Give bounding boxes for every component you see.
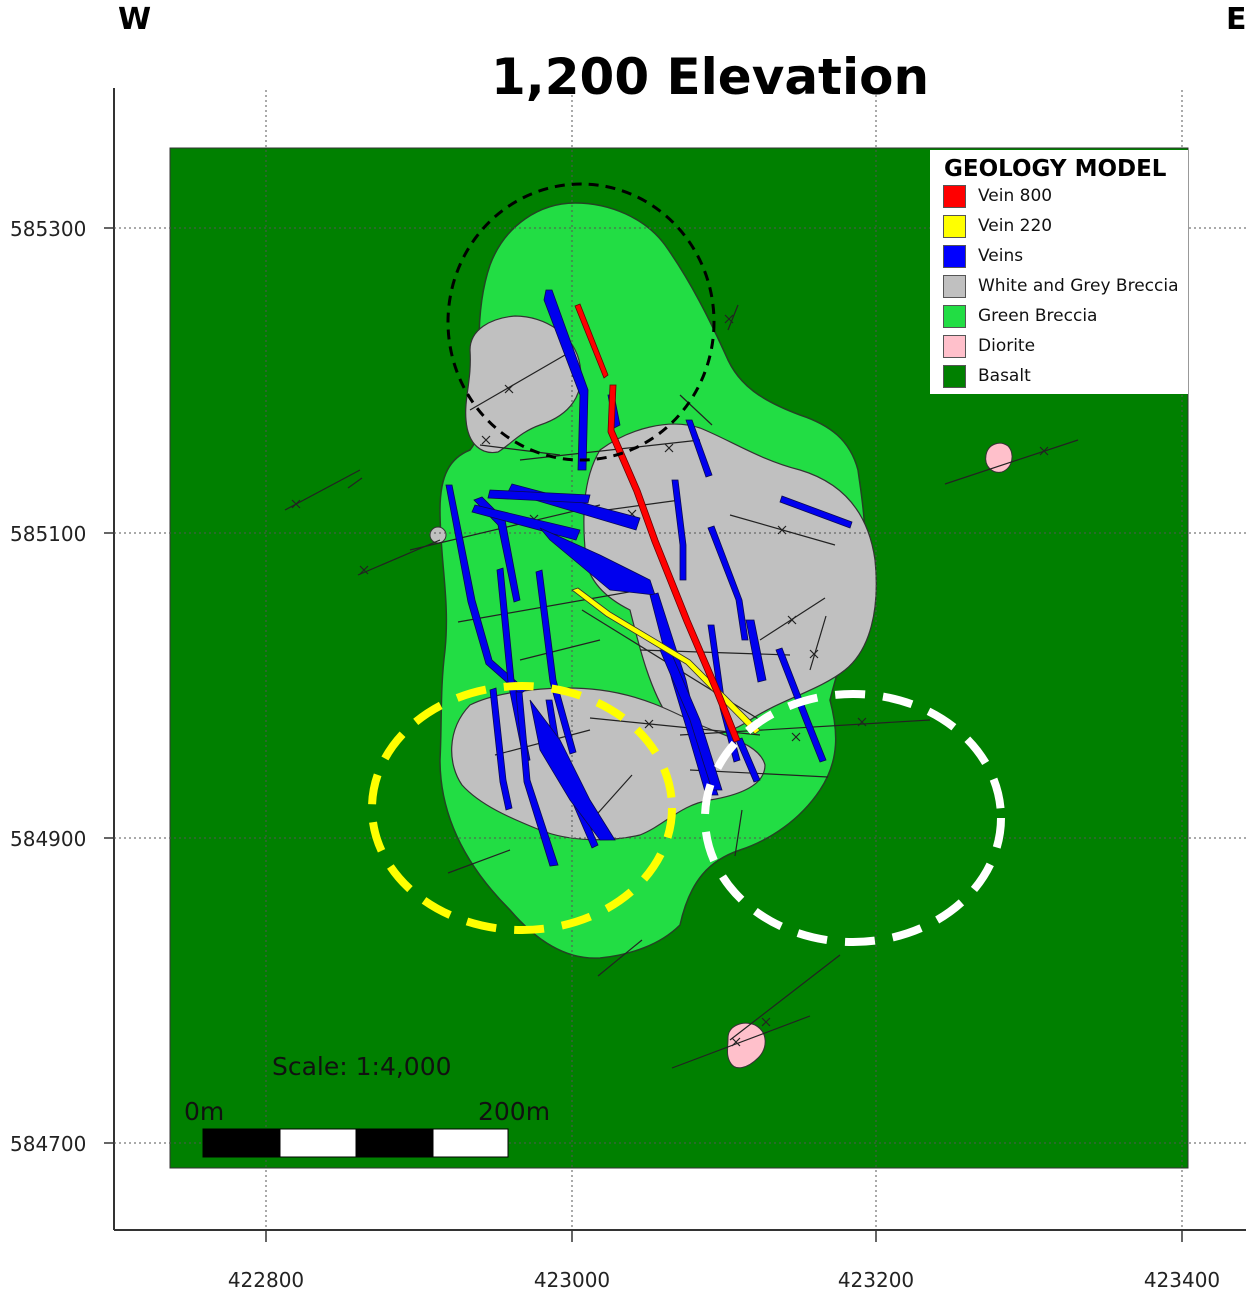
x-tick-label: 422800 [227,1268,305,1292]
legend-item-vein-800: Vein 800 [943,183,1052,209]
vein-800 [574,303,741,743]
diorite-east [985,442,1013,473]
legend-item-veins: Veins [943,243,1023,269]
axis-ticks [104,227,1183,1242]
legend-title: GEOLOGY MODEL [944,156,1167,182]
scale-end-label: 200m [478,1097,551,1126]
target-circle-southwest [368,682,676,934]
legend-item-vein-220: Vein 220 [943,213,1052,239]
legend-swatch [943,364,966,388]
legend-item-diorite: Diorite [943,333,1035,359]
scale-start-label: 0m [184,1097,225,1126]
target-circle-north [446,182,716,462]
legend-label: Vein 220 [978,216,1053,236]
y-tick-label: 585100 [10,522,87,546]
legend-item-basalt: Basalt [943,363,1031,389]
scale-bar [202,1128,509,1158]
legend-label: Veins [978,246,1024,266]
scale-ratio-label: Scale: 1:4,000 [272,1052,452,1081]
legend-swatch [943,214,966,238]
x-tick-label: 423400 [1143,1268,1221,1292]
legend: GEOLOGY MODEL Vein 800 Vein 220 Veins Wh… [930,150,1188,394]
legend-swatch [943,334,966,358]
x-tick-label: 423000 [533,1268,611,1292]
legend-swatch [943,184,966,208]
legend-label: Basalt [978,366,1031,386]
blue-veins [445,289,853,867]
map-title: 1,200 Elevation [490,48,930,106]
vein-220 [571,587,761,735]
legend-swatch [943,304,966,328]
legend-item-green-breccia: Green Breccia [943,303,1097,329]
y-tick-label: 584700 [10,1132,87,1156]
legend-label: Green Breccia [978,306,1098,326]
legend-label: Diorite [978,336,1036,356]
legend-swatch [943,244,966,268]
east-label: E [1226,2,1246,37]
x-tick-label: 423200 [837,1268,915,1292]
legend-label: White and Grey Breccia [978,276,1179,296]
legend-label: Vein 800 [978,186,1053,206]
legend-item-white-grey-breccia: White and Grey Breccia [943,273,1179,299]
west-label: W [118,2,152,37]
breccia-north [465,315,582,454]
y-tick-label: 585300 [10,217,87,241]
target-circle-southeast [701,690,1005,946]
y-tick-label: 584900 [10,827,87,851]
legend-swatch [943,274,966,298]
